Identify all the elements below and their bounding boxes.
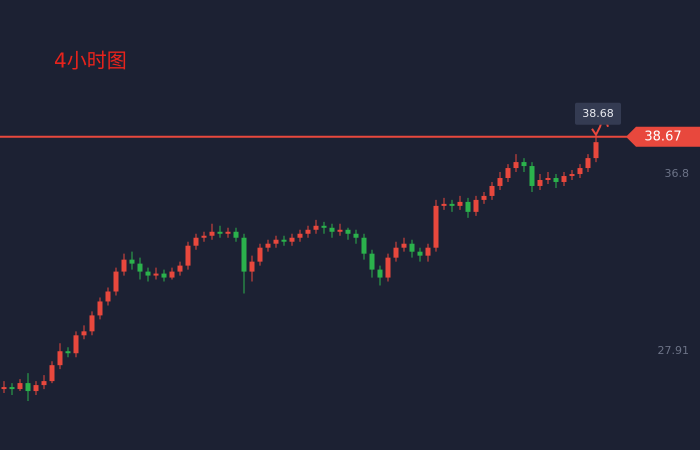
candle-body	[513, 162, 519, 169]
candle-body	[593, 142, 599, 159]
hover-value: 38.68	[582, 107, 614, 120]
candle-body	[121, 259, 127, 272]
candle-body	[73, 335, 79, 354]
candle-body	[369, 253, 375, 270]
candle-body	[409, 243, 415, 252]
y-tick-label: 27.91	[658, 344, 690, 357]
chart-title: 4小时图	[54, 49, 127, 73]
candle-body	[313, 225, 319, 230]
candle-body	[393, 247, 399, 258]
candle-body	[385, 257, 391, 278]
candle-body	[137, 263, 143, 272]
candle-body	[401, 243, 407, 248]
candle-body	[41, 381, 47, 386]
candle-body	[193, 237, 199, 246]
candle-body	[289, 237, 295, 242]
candle-body	[473, 199, 479, 212]
candle-body	[217, 231, 223, 234]
candle-body	[521, 162, 527, 167]
candle-body	[281, 239, 287, 242]
candle-body	[505, 168, 511, 179]
candle-body	[297, 233, 303, 238]
candle-body	[561, 176, 567, 182]
candle-body	[537, 180, 543, 186]
candle-body	[25, 383, 31, 392]
candle-body	[9, 387, 15, 390]
candle-body	[425, 247, 431, 256]
candle-body	[257, 247, 263, 262]
candle-body	[233, 231, 239, 238]
candle-body	[49, 365, 55, 382]
candle-body	[553, 178, 559, 182]
candle-body	[585, 158, 591, 169]
candle-body	[209, 231, 215, 236]
y-tick-label: 36.8	[665, 167, 690, 180]
last-price-label: 38.67	[644, 129, 681, 144]
candle-body	[33, 385, 39, 392]
candle-body	[529, 166, 535, 186]
candle-body	[377, 269, 383, 278]
candle-body	[329, 227, 335, 232]
candle-body	[57, 351, 63, 366]
candle-body	[321, 225, 327, 228]
candle-body	[113, 271, 119, 292]
candle-body	[97, 301, 103, 316]
candle-body	[129, 259, 135, 264]
candle-body	[353, 233, 359, 238]
candle-body	[569, 174, 575, 177]
candle-body	[265, 243, 271, 248]
candle-body	[433, 205, 439, 248]
candle-body	[345, 229, 351, 234]
candle-body	[273, 239, 279, 244]
candle-body	[481, 195, 487, 200]
candle-body	[225, 231, 231, 234]
candle-body	[441, 203, 447, 206]
candle-body	[185, 245, 191, 266]
candle-body	[153, 273, 159, 276]
candle-body	[361, 237, 367, 254]
candle-body	[337, 229, 343, 232]
last-price-tag	[626, 126, 700, 147]
candle-body	[545, 178, 551, 180]
candle-body	[417, 251, 423, 256]
candle-body	[145, 271, 151, 276]
candle-body	[89, 315, 95, 332]
candle-body	[201, 235, 207, 238]
candle-body	[249, 261, 255, 272]
hover-box	[575, 102, 621, 125]
candle-body	[305, 229, 311, 234]
candle-body	[1, 387, 7, 390]
candle-body	[17, 383, 23, 390]
candle-body	[465, 201, 471, 212]
candle-body	[169, 271, 175, 278]
candle-body	[241, 237, 247, 272]
candle-body	[497, 178, 503, 186]
candle-body	[161, 273, 167, 278]
candle-body	[577, 168, 583, 175]
candle-body	[177, 265, 183, 272]
candle-body	[65, 351, 71, 354]
candle-body	[489, 185, 495, 196]
candle-body	[105, 291, 111, 302]
candle-body	[449, 203, 455, 206]
candle-body	[457, 201, 463, 206]
candle-body	[81, 331, 87, 336]
